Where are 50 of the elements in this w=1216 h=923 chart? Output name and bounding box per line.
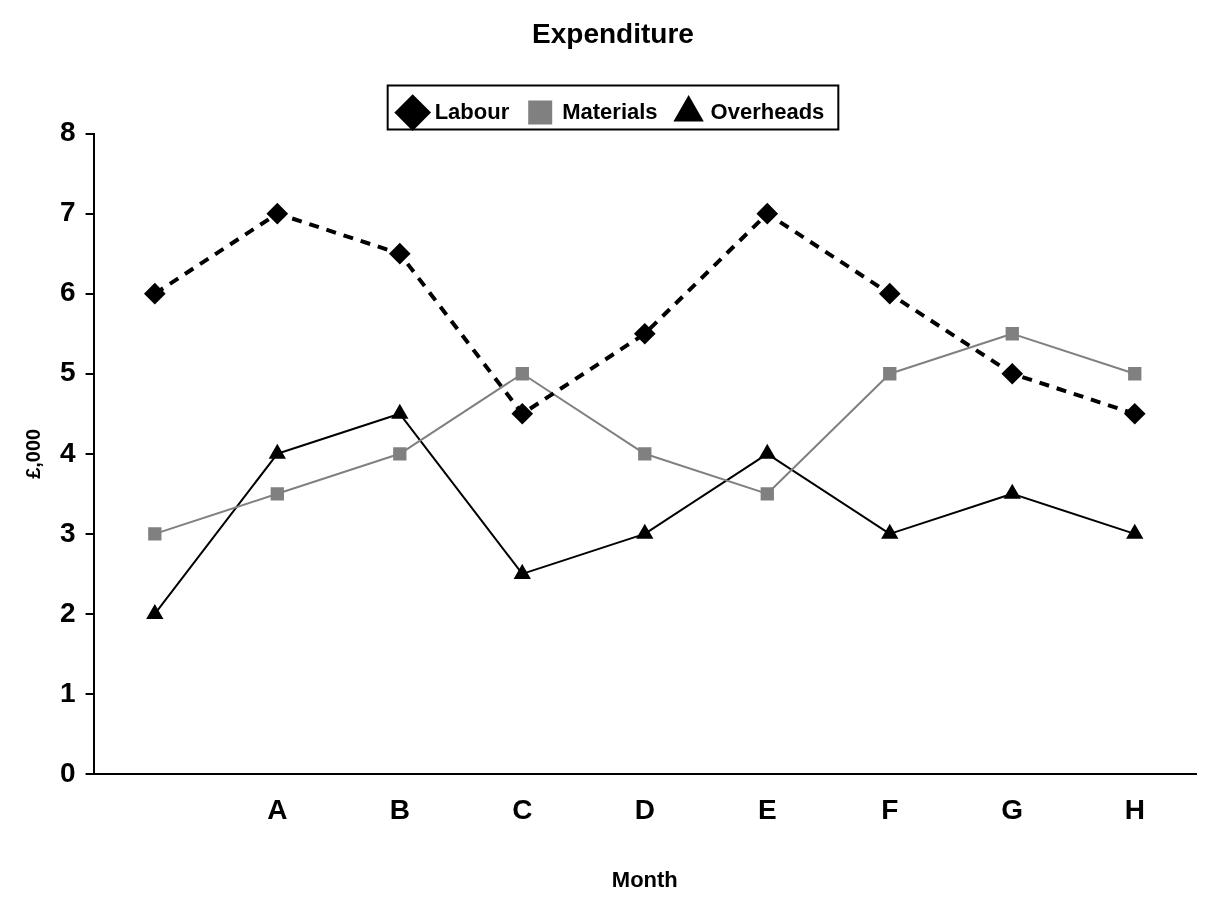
legend-label: Materials [562, 98, 658, 124]
y-tick-label: 5 [59, 356, 76, 388]
point [1002, 363, 1023, 384]
x-tick-label: B [389, 793, 410, 825]
point [389, 243, 410, 264]
point [514, 564, 531, 579]
x-tick-label: G [1001, 793, 1024, 825]
point [634, 323, 655, 344]
point [881, 524, 898, 539]
point [1005, 327, 1019, 341]
x-tick-label: C [512, 793, 533, 825]
point [1124, 403, 1145, 424]
point [879, 283, 900, 304]
point [759, 444, 776, 459]
point [515, 367, 529, 381]
x-tick-label: A [267, 793, 288, 825]
point [1128, 367, 1142, 381]
y-tick-label: 6 [59, 276, 76, 308]
legend-label: Labour [434, 98, 510, 124]
point [757, 203, 778, 224]
y-axis-title: £,000 [21, 428, 44, 479]
legend-label: Overheads [710, 98, 825, 124]
y-tick-label: 2 [59, 596, 76, 628]
point [1126, 524, 1143, 539]
y-tick-label: 8 [59, 116, 76, 148]
x-tick-label: D [634, 793, 655, 825]
point [267, 203, 288, 224]
y-tick-label: 4 [59, 436, 76, 468]
point [270, 487, 284, 501]
point [1004, 484, 1021, 499]
point [391, 404, 408, 419]
x-tick-label: E [757, 793, 777, 825]
x-tick-label: F [881, 793, 899, 825]
x-axis-title: Month [611, 866, 678, 892]
y-tick-label: 3 [59, 516, 76, 548]
x-tick-label: H [1124, 793, 1145, 825]
point [148, 527, 162, 541]
point [393, 447, 407, 461]
point [638, 447, 652, 461]
y-tick-label: 7 [59, 196, 76, 228]
point [512, 403, 533, 424]
y-tick-label: 1 [59, 676, 76, 708]
point [883, 367, 897, 381]
point [269, 444, 286, 459]
point [760, 487, 774, 501]
chart-title: Expenditure [532, 17, 694, 49]
point [144, 283, 165, 304]
point [636, 524, 653, 539]
point [146, 604, 163, 619]
y-tick-label: 0 [59, 756, 76, 788]
